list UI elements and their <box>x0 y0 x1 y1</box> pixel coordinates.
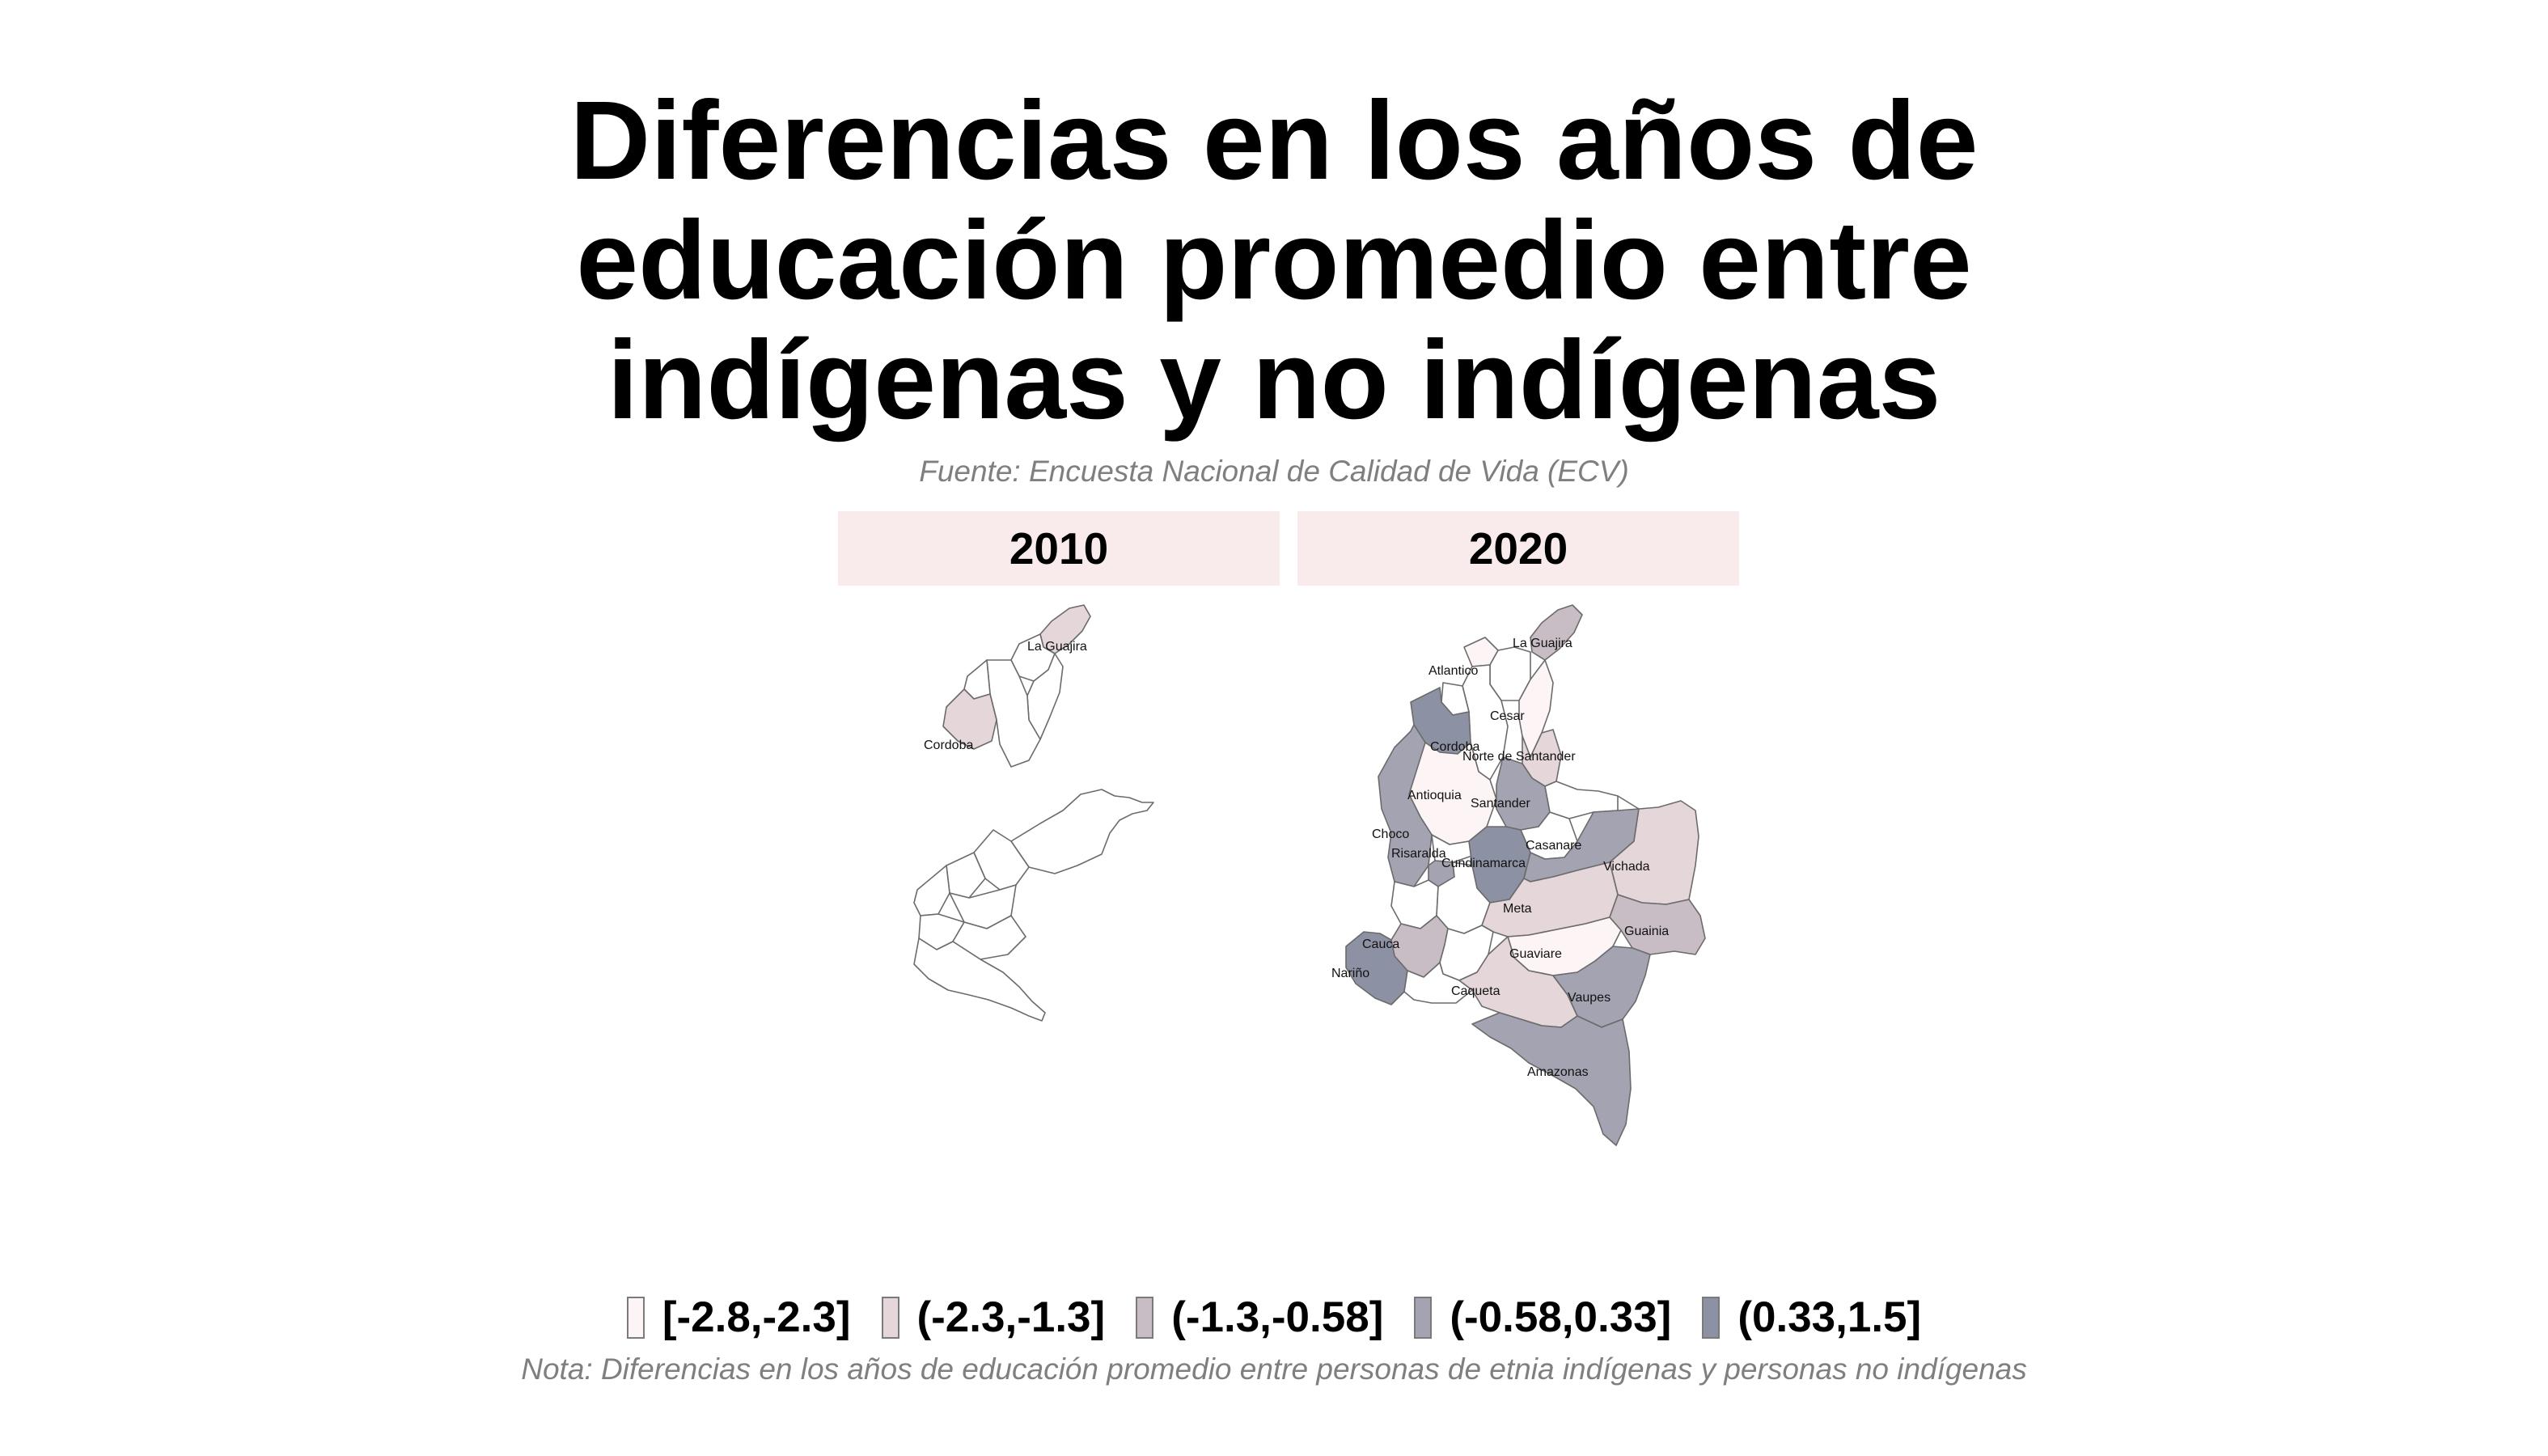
footnote: Nota: Diferencias en los años de educaci… <box>521 1352 2027 1386</box>
label-cesar: Cesar <box>1490 709 1525 723</box>
label-guainia: Guainia <box>1624 925 1669 938</box>
legend-label-4: (-0.58,0.33] <box>1450 1293 1672 1341</box>
legend-swatch-4 <box>1414 1296 1433 1339</box>
legend-item-5: (0.33,1.5] <box>1702 1293 1921 1342</box>
legend-label-2: (-2.3,-1.3] <box>916 1293 1106 1341</box>
label-la-guajira: La Guajira <box>1513 637 1572 650</box>
legend-item-4: (-0.58,0.33] <box>1414 1293 1671 1342</box>
dept-2010-cundinamarca-boyaca <box>973 829 1030 891</box>
label-guaviare: Guaviare <box>1509 947 1562 961</box>
title-line-2: educación promedio entre <box>576 198 1972 323</box>
legend-swatch-1 <box>626 1296 645 1339</box>
label-vichada: Vichada <box>1603 860 1650 874</box>
label-atlantico: Atlantico <box>1428 664 1478 678</box>
legend: [-2.8,-2.3] (-2.3,-1.3] (-1.3,-0.58] (-0… <box>465 1293 2083 1342</box>
source-caption: Fuente: Encuesta Nacional de Calidad de … <box>919 455 1629 488</box>
label-casanare: Casanare <box>1526 839 1581 853</box>
label-norte-de-santander: Norte de Santander <box>1462 750 1576 764</box>
legend-label-1: [-2.8,-2.3] <box>662 1293 851 1341</box>
legend-swatch-5 <box>1702 1296 1721 1339</box>
label-risaralda: Risaralda <box>1391 847 1446 861</box>
label-cauca: Cauca <box>1362 938 1399 951</box>
map-2010-departments <box>913 604 1154 1022</box>
dept-cesar <box>1518 659 1554 758</box>
map-2020-departments <box>1345 604 1706 1146</box>
dept-la-guajira <box>1530 604 1583 661</box>
label-narino: Nariño <box>1331 967 1369 980</box>
map-2020: La Guajira Atlantico Cesar Cordoba Norte… <box>1331 604 1706 1146</box>
label-cordoba: Cordoba <box>1430 740 1479 754</box>
title-line-3: indígenas y no indígenas <box>607 318 1941 442</box>
dept-2010-meta-vichada <box>1010 789 1154 874</box>
legend-item-1: [-2.8,-2.3] <box>626 1293 851 1342</box>
dept-vaupes <box>1552 946 1651 1028</box>
label-choco: Choco <box>1372 827 1409 841</box>
map-2020-labels: La Guajira Atlantico Cesar Cordoba Norte… <box>1331 637 1669 1079</box>
legend-label-5: (0.33,1.5] <box>1737 1293 1922 1341</box>
label-2010-la-guajira: La Guajira <box>1027 640 1087 654</box>
label-antioquia: Antioquia <box>1407 789 1462 802</box>
label-caqueta: Caqueta <box>1451 984 1500 998</box>
legend-item-3: (-1.3,-0.58] <box>1136 1293 1383 1342</box>
title-line-1: Diferencias en los años de <box>569 78 1979 203</box>
legend-label-3: (-1.3,-0.58] <box>1171 1293 1384 1341</box>
panel-strip-2020: 2020 <box>1297 511 1739 586</box>
label-santander: Santander <box>1471 797 1531 811</box>
dept-2010-narino-putumayo <box>913 938 1046 1022</box>
dept-2010-valle <box>913 865 950 916</box>
dept-2010-cordoba <box>942 688 997 750</box>
label-vaupes: Vaupes <box>1568 991 1610 1005</box>
legend-swatch-2 <box>881 1296 899 1339</box>
label-amazonas: Amazonas <box>1527 1065 1589 1079</box>
map-2010: La Guajira Cordoba <box>913 604 1154 1022</box>
legend-item-2: (-2.3,-1.3] <box>881 1293 1106 1342</box>
panel-strip-2010: 2010 <box>838 511 1280 586</box>
label-cundinamarca: Cundinamarca <box>1441 857 1526 870</box>
label-2010-cordoba: Cordoba <box>924 739 973 752</box>
dept-amazonas <box>1471 1012 1632 1146</box>
legend-swatch-3 <box>1136 1296 1154 1339</box>
label-meta: Meta <box>1503 902 1532 916</box>
chart-title: Diferencias en los años de educación pro… <box>465 81 2083 440</box>
